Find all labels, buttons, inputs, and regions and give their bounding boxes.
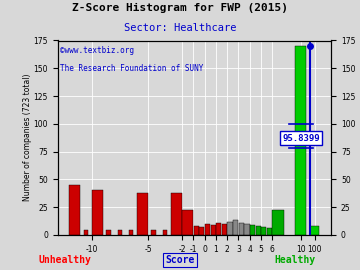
Bar: [256, 226, 261, 235]
Bar: [171, 193, 182, 235]
Bar: [91, 190, 103, 235]
Text: Unhealthy: Unhealthy: [39, 255, 91, 265]
Bar: [310, 226, 319, 235]
Bar: [194, 226, 199, 235]
Bar: [199, 227, 204, 235]
Bar: [205, 224, 210, 235]
Bar: [239, 223, 244, 235]
Text: 95.8399: 95.8399: [283, 134, 320, 143]
Bar: [250, 225, 255, 235]
Text: Score: Score: [165, 255, 195, 265]
Bar: [106, 231, 111, 235]
Bar: [137, 193, 148, 235]
Text: The Research Foundation of SUNY: The Research Foundation of SUNY: [60, 64, 204, 73]
Bar: [261, 227, 266, 235]
Bar: [228, 222, 233, 235]
Bar: [182, 210, 193, 235]
Bar: [216, 223, 221, 235]
Bar: [152, 231, 156, 235]
Bar: [211, 225, 216, 235]
Bar: [117, 231, 122, 235]
Bar: [222, 224, 227, 235]
Text: Sector: Healthcare: Sector: Healthcare: [124, 23, 236, 33]
Bar: [273, 210, 284, 235]
Bar: [244, 224, 249, 235]
Bar: [163, 231, 167, 235]
Bar: [233, 221, 238, 235]
Y-axis label: Number of companies (723 total): Number of companies (723 total): [23, 74, 32, 201]
Text: ©www.textbiz.org: ©www.textbiz.org: [60, 46, 134, 55]
Bar: [69, 185, 80, 235]
Bar: [295, 46, 306, 235]
Text: Z-Score Histogram for FWP (2015): Z-Score Histogram for FWP (2015): [72, 3, 288, 13]
Bar: [267, 228, 272, 235]
Bar: [84, 231, 88, 235]
Text: Healthy: Healthy: [275, 255, 316, 265]
Bar: [129, 231, 133, 235]
